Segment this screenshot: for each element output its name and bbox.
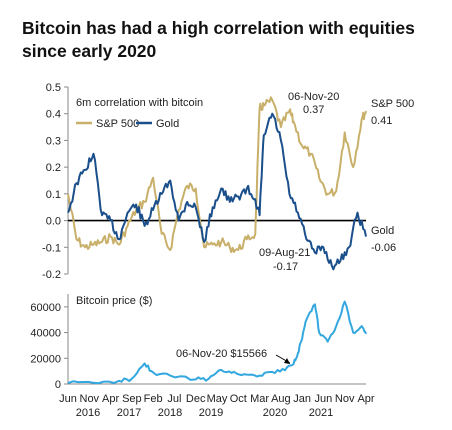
- end-label-sp500: S&P 500: [371, 98, 414, 110]
- x-tick-month: Oct: [230, 393, 247, 405]
- y-tick-label: 60000: [30, 302, 61, 314]
- annotation-peak-value: 0.37: [303, 104, 324, 116]
- x-tick-month: Sep: [122, 393, 142, 405]
- x-axis-labels: Jun Nov Apr Sep Feb Jul Dec May Oct Mar Aug Jan Jun N…: [59, 393, 375, 419]
- y-tick-label: 40000: [30, 328, 61, 340]
- x-tick-year: 2021: [309, 407, 333, 419]
- annotation-trough-date: 09-Aug-21: [259, 247, 310, 259]
- y-tick-label: 0.1: [46, 189, 61, 201]
- x-tick-year: 2016: [76, 407, 100, 419]
- x-tick-month: Apr: [357, 393, 374, 405]
- end-value-sp500: 0.41: [371, 115, 392, 127]
- x-tick-month: Feb: [144, 393, 163, 405]
- bottom-panel-subtitle: Bitcoin price ($): [76, 295, 152, 307]
- x-tick-month: May: [207, 393, 228, 405]
- x-tick-month: Apr: [102, 393, 119, 405]
- y-tick-label: 0: [55, 379, 61, 391]
- x-tick-month: Mar: [250, 393, 269, 405]
- x-tick-year: 2019: [199, 407, 223, 419]
- x-tick-month: Dec: [186, 393, 206, 405]
- end-value-gold: -0.06: [371, 242, 396, 254]
- y-tick-label: -0.2: [42, 269, 61, 281]
- end-label-gold: Gold: [371, 225, 394, 237]
- correlation-panel: 0.5 0.4 0.3 0.2 0.1 0.0 -0.1 -0.2 6m correlatio…: [42, 82, 414, 281]
- y-tick-label: 0.5: [46, 82, 61, 94]
- x-tick-year: 2018: [158, 407, 182, 419]
- annotation-trough-value: -0.17: [273, 261, 298, 273]
- y-tick-label: 0.0: [46, 216, 61, 228]
- series-line-gold: [67, 112, 367, 271]
- legend-label-gold: Gold: [156, 118, 179, 130]
- x-tick-month: Aug: [271, 393, 291, 405]
- annotation-peak-date: 06-Nov-20: [288, 91, 339, 103]
- legend-label-sp500: S&P 500: [96, 118, 139, 130]
- x-tick-month: Jan: [293, 393, 311, 405]
- y-tick-label: 0.4: [46, 109, 61, 121]
- chart-title: Bitcoin has had a high correlation with …: [22, 18, 415, 61]
- x-tick-month: Jul: [167, 393, 181, 405]
- annotation-arrow-head-icon: [284, 358, 290, 364]
- y-tick-label: -0.1: [42, 242, 61, 254]
- x-tick-month: Nov: [80, 393, 100, 405]
- x-tick-year: 2020: [263, 407, 287, 419]
- y-tick-label: 0.3: [46, 135, 61, 147]
- series-line-sp500: [67, 96, 367, 254]
- legend: S&P 500 Gold: [76, 118, 179, 130]
- y-tick-label: 0.2: [46, 162, 61, 174]
- annotation-bitcoin-price: 06-Nov-20 $15566: [176, 348, 267, 360]
- series-line-bitcoin: [67, 300, 367, 385]
- x-tick-month: Jun: [59, 393, 77, 405]
- y-tick-label: 20000: [30, 353, 61, 365]
- bitcoin-price-panel: 60000 40000 20000 0 Bitcoin price ($) 06-No…: [30, 294, 367, 391]
- x-tick-month: Jun: [315, 393, 333, 405]
- x-tick-year: 2017: [117, 407, 141, 419]
- top-panel-subtitle: 6m correlation with bitcoin: [76, 97, 203, 109]
- x-tick-month: Nov: [335, 393, 355, 405]
